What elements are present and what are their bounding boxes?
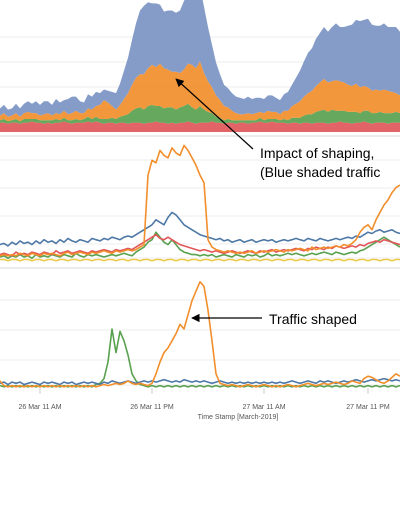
annotation-traffic-shaped: Traffic shaped <box>191 311 357 327</box>
x-axis-title: Time Stamp [March-2019] <box>198 414 279 421</box>
panel-middle-line-chart <box>0 144 400 262</box>
line-series-0 <box>0 258 400 262</box>
x-tick-label: 26 Mar 11 PM <box>130 404 174 411</box>
annotation-impact: Impact of shaping, (Blue shaded traffic <box>175 78 380 180</box>
annotation-impact-line1: Impact of shaping, <box>260 145 374 161</box>
x-tick-label: 26 Mar 11 AM <box>18 404 61 411</box>
x-tick-label: 27 Mar 11 AM <box>242 404 285 411</box>
area-series-1 <box>0 103 400 124</box>
line-series-2 <box>0 280 400 388</box>
panel-top-plot <box>0 0 400 132</box>
line-series-3 <box>0 211 400 247</box>
line-series-0 <box>0 328 400 388</box>
line-series-2 <box>0 233 400 257</box>
panel-bottom-plot <box>0 280 400 388</box>
panel-top-area-chart <box>0 0 400 132</box>
area-series-2 <box>0 61 400 122</box>
panel-middle-gridlines <box>0 159 400 259</box>
panel-bottom-line-chart: 26 Mar 11 AM 26 Mar 11 PM 27 Mar 11 AM 27 M… <box>0 280 400 421</box>
panel-middle-plot <box>0 144 400 262</box>
x-tick-label: 27 Mar 11 PM <box>346 404 390 411</box>
annotation-traffic-shaped-label: Traffic shaped <box>269 311 357 327</box>
line-series-4 <box>0 144 400 257</box>
x-axis-ticks: 26 Mar 11 AM 26 Mar 11 PM 27 Mar 11 AM 27 M… <box>18 388 390 411</box>
area-series-0 <box>0 121 400 132</box>
area-series-3 <box>0 0 400 117</box>
annotation-impact-line2: (Blue shaded traffic <box>260 164 380 180</box>
line-series-1 <box>0 231 400 260</box>
annotation-impact-arrow <box>175 78 254 150</box>
